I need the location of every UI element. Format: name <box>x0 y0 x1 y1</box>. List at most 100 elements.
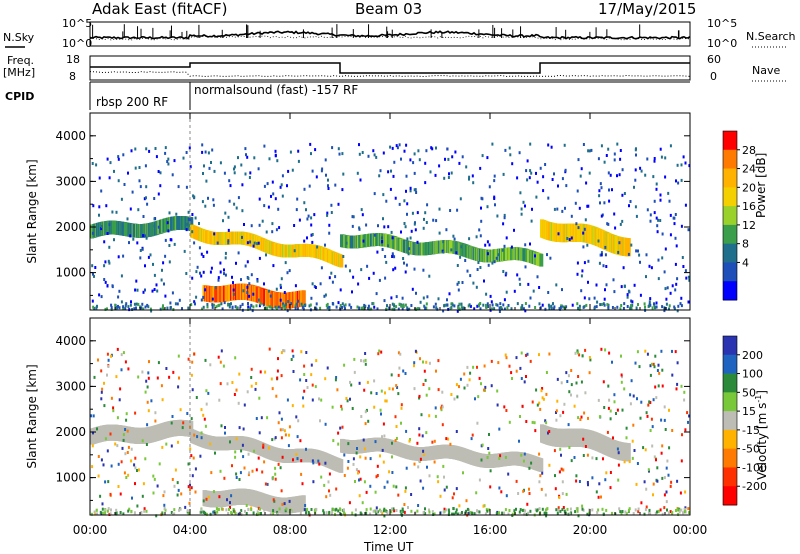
power-sparse-echo <box>669 291 672 295</box>
velocity-clutter-echo <box>618 507 621 511</box>
power-clutter-echo <box>215 305 218 309</box>
velocity-sparse-echo <box>649 429 652 432</box>
power-sparse-echo <box>280 183 283 187</box>
power-sparse-echo <box>164 146 167 150</box>
power-sparse-echo <box>227 241 230 245</box>
power-clutter-echo <box>451 303 454 307</box>
velocity-sparse-echo <box>597 508 600 512</box>
power-clutter-echo <box>534 306 537 309</box>
power-sparse-echo <box>503 216 506 220</box>
power-sparse-echo <box>297 299 299 303</box>
velocity-clutter-echo <box>256 510 259 514</box>
velocity-clutter-echo <box>498 511 500 515</box>
velocity-sparse-echo <box>584 445 587 448</box>
power-sparse-echo <box>659 219 662 222</box>
velocity-sparse-echo <box>441 423 444 427</box>
power-clutter-echo <box>96 304 98 308</box>
power-sparse-echo <box>265 253 267 257</box>
velocity-clutter-echo <box>666 508 668 512</box>
velocity-sparse-echo <box>661 476 664 480</box>
power-sparse-echo <box>266 182 269 186</box>
velocity-sparse-echo <box>205 497 208 501</box>
velocity-sparse-echo <box>312 461 315 465</box>
power-clutter-echo <box>478 303 481 307</box>
power-colorbar-frame <box>722 130 738 301</box>
power-sparse-echo <box>496 214 499 218</box>
velocity-sparse-echo <box>162 494 165 498</box>
velocity-sparse-echo <box>541 471 544 475</box>
power-sparse-echo <box>107 259 110 263</box>
power-sparse-echo <box>91 264 94 268</box>
power-sparse-echo <box>451 155 454 159</box>
power-sparse-echo <box>192 194 195 198</box>
velocity-clutter-echo <box>209 512 212 516</box>
power-sparse-echo <box>168 211 171 215</box>
power-sparse-echo <box>365 223 368 227</box>
power-clutter-echo <box>302 307 305 311</box>
velocity-sparse-echo <box>291 404 294 408</box>
power-clutter-echo <box>386 304 388 308</box>
velocity-clutter-echo <box>656 510 658 514</box>
velocity-sparse-echo <box>652 493 654 497</box>
power-clutter-echo <box>668 307 670 311</box>
power-clutter-echo <box>607 305 610 309</box>
power-sparse-echo <box>680 296 683 300</box>
power-sparse-echo <box>278 226 281 230</box>
power-sparse-echo <box>400 230 402 234</box>
velocity-sparse-echo <box>101 387 104 391</box>
power-sparse-echo <box>237 196 240 200</box>
power-sparse-echo <box>242 289 245 293</box>
power-clutter-echo <box>162 304 164 308</box>
power-clutter-echo <box>211 305 214 309</box>
power-sparse-echo <box>649 297 652 301</box>
power-sparse-echo <box>331 146 334 150</box>
power-sparse-echo <box>422 296 425 300</box>
power-sparse-echo <box>395 295 398 299</box>
velocity-sparse-echo <box>136 504 139 508</box>
power-clutter-echo <box>398 303 401 306</box>
power-sparse-echo <box>249 171 252 175</box>
power-sparse-echo <box>256 278 259 281</box>
power-sparse-echo <box>244 172 247 176</box>
velocity-sparse-echo <box>373 405 376 409</box>
velocity-sparse-echo <box>394 439 397 442</box>
velocity-sparse-echo <box>580 380 583 384</box>
velocity-sparse-echo <box>660 418 663 422</box>
power-sparse-echo <box>325 173 327 177</box>
velocity-sparse-echo <box>184 505 187 509</box>
power-sparse-echo <box>646 157 649 161</box>
power-sparse-echo <box>409 236 412 240</box>
velocity-sparse-echo <box>303 373 306 376</box>
velocity-sparse-echo <box>688 414 691 418</box>
power-sparse-echo <box>241 209 244 213</box>
velocity-sparse-echo <box>354 480 356 483</box>
velocity-sparse-echo <box>115 375 118 379</box>
power-sparse-echo <box>149 253 152 257</box>
velocity-clutter-echo <box>339 507 341 511</box>
velocity-sparse-echo <box>147 409 150 413</box>
velocity-sparse-echo <box>471 433 474 437</box>
power-sparse-echo <box>342 172 345 176</box>
power-sparse-echo <box>456 309 459 313</box>
velocity-sparse-echo <box>467 511 470 515</box>
velocity-clutter-echo <box>507 512 510 516</box>
power-sparse-echo <box>383 299 386 303</box>
power-sparse-echo <box>279 285 282 289</box>
velocity-clutter-echo <box>637 507 640 511</box>
velocity-sparse-echo <box>636 462 639 465</box>
velocity-sparse-echo <box>577 416 580 420</box>
velocity-clutter-echo <box>399 509 402 513</box>
power-clutter-echo <box>552 307 555 311</box>
power-sparse-echo <box>297 159 300 163</box>
velocity-sparse-echo <box>431 440 434 444</box>
power-sparse-echo <box>468 177 470 181</box>
y-tick-label: 1000 <box>55 471 86 485</box>
power-sparse-echo <box>619 157 622 161</box>
power-sparse-echo <box>203 164 205 168</box>
velocity-colorbar-swatch <box>723 429 737 450</box>
power-clutter-echo <box>436 307 439 311</box>
velocity-clutter-echo <box>270 507 273 511</box>
power-sparse-echo <box>445 228 448 232</box>
velocity-sparse-echo <box>486 456 489 459</box>
velocity-sparse-echo <box>556 399 559 403</box>
